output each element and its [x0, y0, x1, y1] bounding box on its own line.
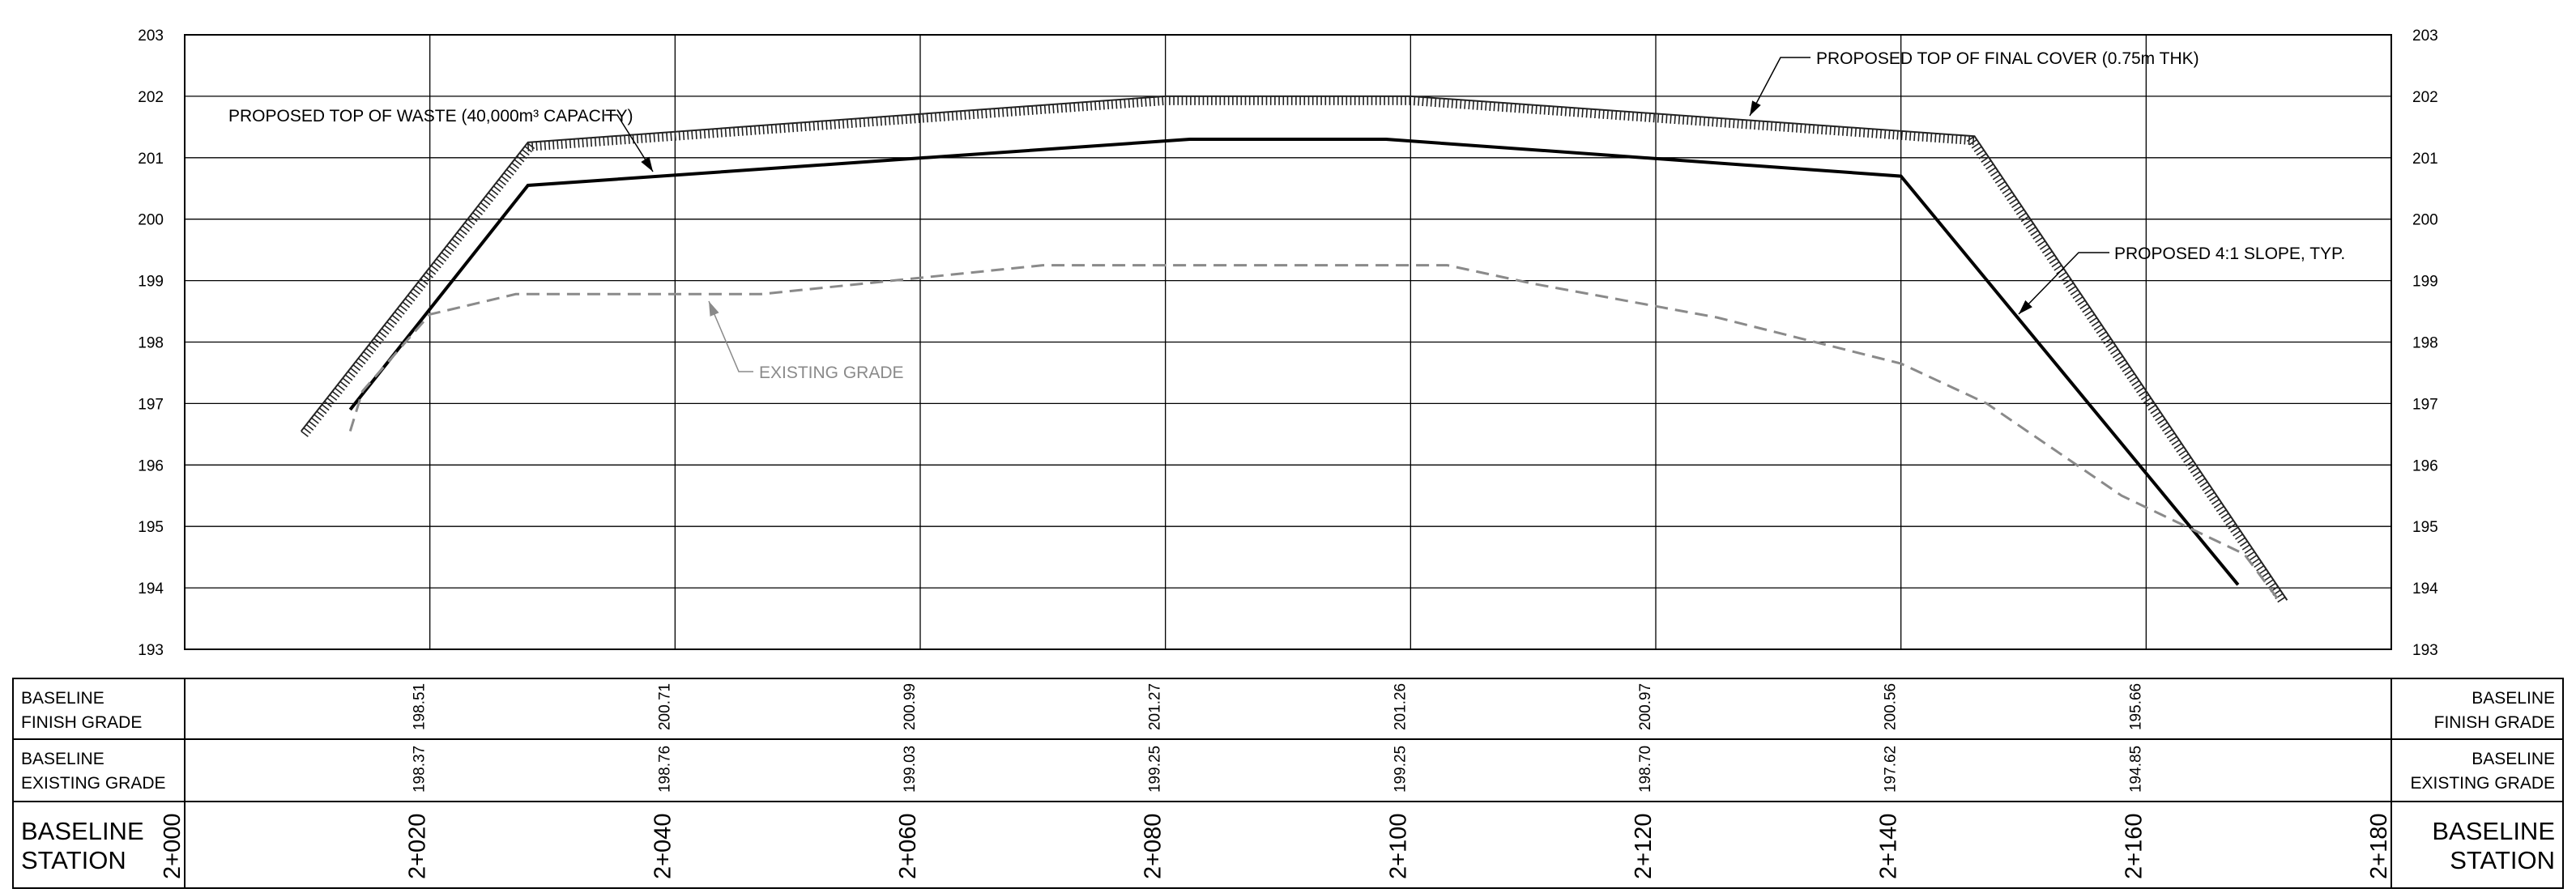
row-title-left: BASELINE	[21, 689, 104, 708]
callouts: PROPOSED TOP OF FINAL COVER (0.75m THK) …	[228, 49, 2345, 382]
row-title-right: FINISH GRADE	[2434, 713, 2555, 732]
elevation-label-left: 195	[138, 519, 164, 536]
elevation-label-right: 197	[2412, 396, 2438, 413]
station-label: 2+120	[1631, 814, 1657, 879]
elevation-label-right: 198	[2412, 335, 2438, 352]
profile-lines	[300, 95, 2288, 604]
existing-grade-value: 199.25	[1147, 746, 1164, 793]
elevation-label-left: 196	[138, 457, 164, 474]
slope-callout: PROPOSED 4:1 SLOPE, TYP.	[2114, 245, 2345, 263]
finish-grade-value: 195.66	[2127, 683, 2144, 730]
existing-grade-value: 198.37	[412, 746, 429, 793]
elevation-label-left: 199	[138, 274, 164, 291]
row-title-left: BASELINE	[21, 817, 144, 845]
elevation-label-left: 203	[138, 28, 164, 45]
row-title-left: BASELINE	[21, 750, 104, 768]
elevation-label-right: 202	[2412, 89, 2438, 106]
station-label: 2+160	[2121, 814, 2147, 879]
elevation-axis-labels: 193 193 194 194 195 195 196 196 197 197 198 198 199 1…	[138, 28, 2438, 659]
elevation-label-left: 197	[138, 396, 164, 413]
existing-grade-callout: EXISTING GRADE	[759, 364, 904, 382]
elevation-label-left: 193	[138, 642, 164, 659]
existing-grade-value: 199.25	[1392, 746, 1409, 793]
elevation-label-left: 194	[138, 580, 164, 597]
final-cover-leader	[1749, 57, 1810, 117]
slope-leader	[2018, 252, 2109, 315]
row-title-left: EXISTING GRADE	[21, 774, 166, 793]
elevation-label-left: 200	[138, 212, 164, 229]
existing-grade-leader-arrowhead	[709, 301, 719, 317]
waste-leader-arrowhead	[641, 156, 653, 172]
station-label: 2+060	[895, 814, 921, 879]
table-frame	[12, 678, 2564, 889]
elevation-label-left: 201	[138, 151, 164, 168]
existing-grade-value: 199.03	[902, 746, 919, 793]
slope-leader-arrowhead	[2019, 300, 2032, 314]
final-cover-leader-arrowhead	[1750, 100, 1761, 116]
top-of-waste-line	[348, 138, 2240, 586]
station-label: 2+100	[1385, 814, 1411, 879]
row-title-left: FINISH GRADE	[21, 713, 142, 732]
profile-frame	[184, 34, 2392, 650]
row-title-right: STATION	[2450, 846, 2555, 874]
final-cover-callout: PROPOSED TOP OF FINAL COVER (0.75m THK)	[1816, 49, 2199, 68]
existing-grade-value: 198.76	[656, 746, 673, 793]
station-label: 2+000	[160, 814, 186, 879]
final-cover-hatch	[301, 96, 2286, 603]
station-label: 2+040	[650, 814, 676, 879]
waste-leader	[604, 114, 654, 172]
elevation-label-right: 196	[2412, 457, 2438, 474]
elevation-label-right: 193	[2412, 642, 2438, 659]
row-title-right: EXISTING GRADE	[2410, 774, 2555, 793]
elevation-label-right: 203	[2412, 28, 2438, 45]
finish-grade-value: 198.51	[412, 683, 429, 730]
elevation-label-right: 200	[2412, 212, 2438, 229]
elevation-label-right: 201	[2412, 151, 2438, 168]
finish-grade-value: 200.97	[1637, 683, 1654, 730]
existing-grade-line	[348, 264, 2283, 604]
elevation-label-right: 199	[2412, 274, 2438, 291]
finish-grade-value: 200.99	[902, 683, 919, 730]
station-label: 2+080	[1141, 814, 1166, 879]
waste-callout: PROPOSED TOP OF WASTE (40,000m³ CAPACITY…	[228, 107, 633, 125]
row-title-right: BASELINE	[2472, 750, 2555, 768]
station-label: 2+020	[405, 814, 431, 879]
finish-grade-value: 200.56	[1883, 683, 1900, 730]
existing-grade-value: 194.85	[2127, 746, 2144, 793]
profile-data-table: BASELINE BASELINE FINISH GRADE FINISH GRADE…	[12, 678, 2564, 889]
finish-grade-value: 200.71	[656, 683, 673, 730]
existing-grade-value: 197.62	[1883, 746, 1900, 793]
elevation-label-right: 195	[2412, 519, 2438, 536]
station-label: 2+140	[1876, 814, 1902, 879]
elevation-label-left: 198	[138, 335, 164, 352]
finish-grade-value: 201.26	[1392, 683, 1409, 730]
finish-grade-value: 201.27	[1147, 683, 1164, 730]
profile-grid	[184, 34, 2392, 650]
existing-grade-leader	[708, 300, 753, 372]
row-title-right: BASELINE	[2472, 689, 2555, 708]
station-label: 2+180	[2366, 814, 2392, 879]
existing-grade-value: 198.70	[1637, 746, 1654, 793]
row-title-right: BASELINE	[2432, 817, 2555, 845]
elevation-label-left: 202	[138, 89, 164, 106]
elevation-label-right: 194	[2412, 580, 2438, 597]
row-title-left: STATION	[21, 846, 126, 874]
